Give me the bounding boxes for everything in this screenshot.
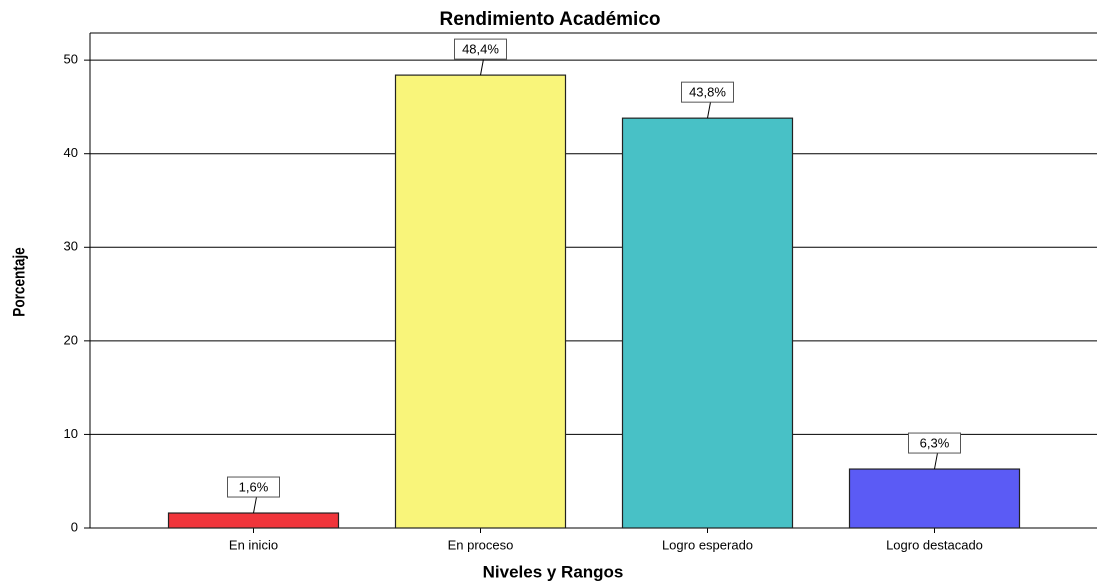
x-tick-label: En proceso xyxy=(448,537,514,552)
y-tick-label: 20 xyxy=(64,332,78,347)
value-label-leader xyxy=(480,59,484,76)
value-label: 48,4% xyxy=(462,42,499,57)
y-tick-label: 10 xyxy=(64,426,78,441)
bar xyxy=(621,117,794,529)
value-label-leader xyxy=(253,496,257,514)
value-label-box xyxy=(908,432,961,454)
y-tick-label: 50 xyxy=(64,52,78,67)
value-label-leader xyxy=(934,452,938,470)
x-tick-label: En inicio xyxy=(229,537,278,552)
value-label: 43,8% xyxy=(689,85,726,100)
x-tick-label: Logro esperado xyxy=(662,537,753,552)
bar xyxy=(848,468,1021,529)
y-axis-title: Porcentaje xyxy=(10,247,29,317)
bar xyxy=(394,74,567,529)
value-label-box xyxy=(681,81,734,103)
y-tick-label: 40 xyxy=(64,145,78,160)
value-label-box xyxy=(227,476,280,498)
value-label: 1,6% xyxy=(239,479,269,494)
chart-title: Rendimiento Académico xyxy=(439,9,660,30)
value-label-leader xyxy=(707,102,711,119)
x-tick-label: Logro destacado xyxy=(886,537,983,552)
bar xyxy=(167,512,340,529)
x-axis-title: Niveles y Rangos xyxy=(483,562,624,581)
value-label-box xyxy=(454,38,507,60)
y-tick-label: 30 xyxy=(64,239,78,254)
value-label: 6,3% xyxy=(920,435,950,450)
y-tick-label: 0 xyxy=(71,519,78,534)
